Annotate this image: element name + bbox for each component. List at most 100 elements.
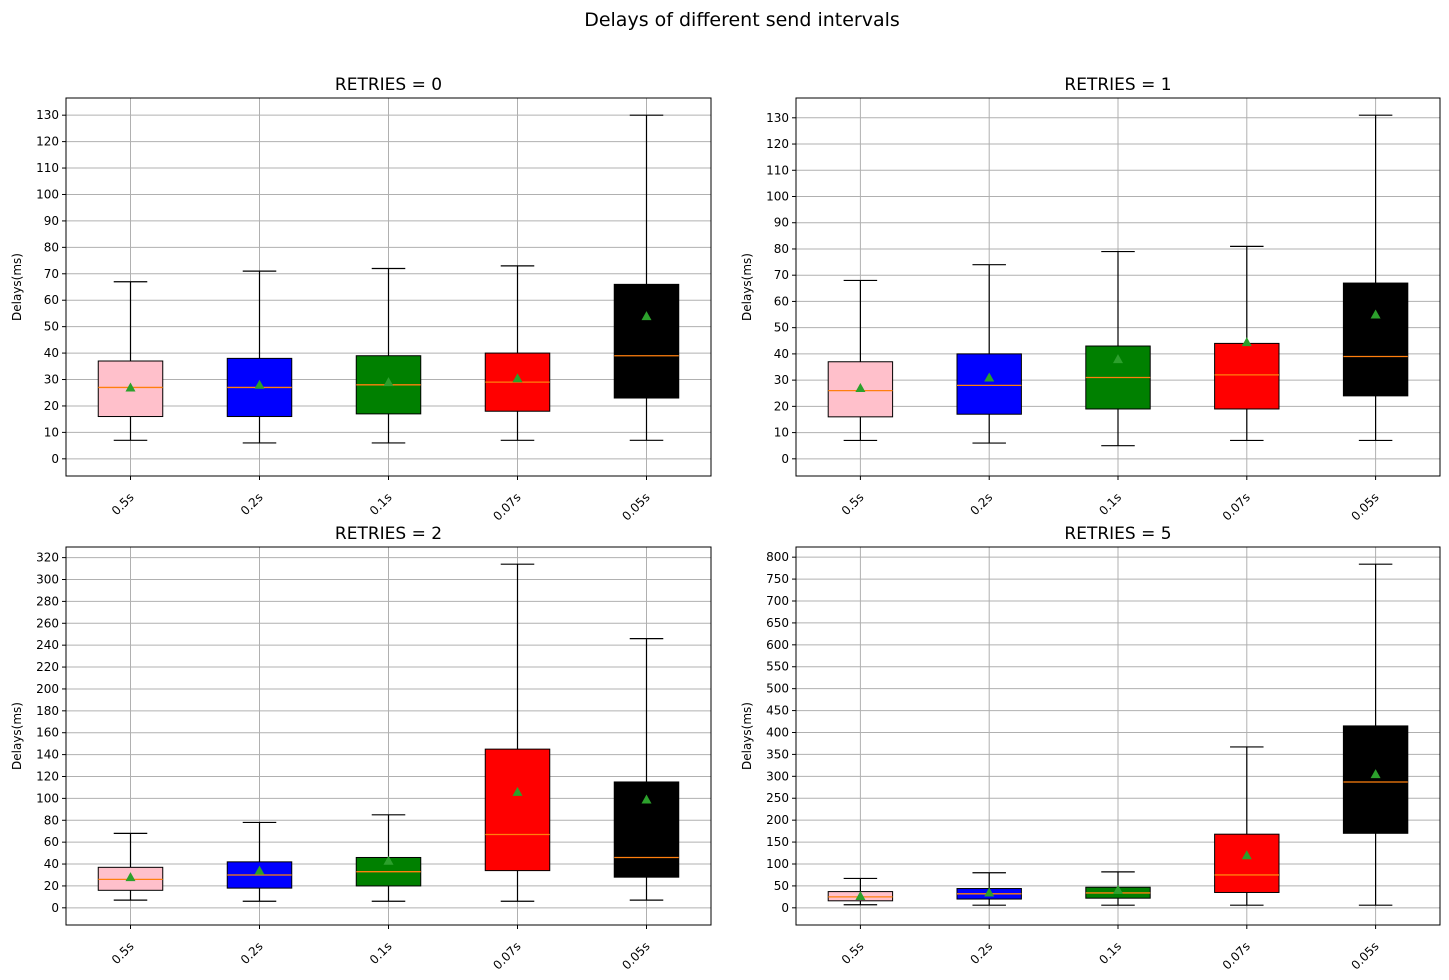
mean-marker xyxy=(1113,354,1123,364)
y-tick-label: 0 xyxy=(781,901,789,915)
y-axis-label: Delays(ms) xyxy=(10,253,24,321)
y-tick-label: 60 xyxy=(44,293,59,307)
y-tick-label: 120 xyxy=(766,137,789,151)
mean-marker xyxy=(1241,850,1252,860)
mean-marker xyxy=(855,890,866,900)
y-axis-label: Delays(ms) xyxy=(10,702,24,770)
y-tick-label: 40 xyxy=(44,346,59,360)
box-iqr xyxy=(484,748,551,872)
mean-marker xyxy=(984,372,995,382)
y-tick-label: 280 xyxy=(36,594,59,608)
y-tick-label: 150 xyxy=(766,835,789,849)
subplot-retries-2: 0 20 40 60 80 100 120 140 160 180 200 220 240 260 280 3… xyxy=(10,524,712,972)
y-tick-label: 30 xyxy=(44,373,59,387)
y-tick-label: 100 xyxy=(766,857,789,871)
y-tick-label: 110 xyxy=(36,161,59,175)
y-tick-label: 550 xyxy=(766,660,789,674)
y-tick-label: 110 xyxy=(766,163,789,177)
y-tick-label: 260 xyxy=(36,616,59,630)
y-tick-label: 240 xyxy=(36,638,59,652)
y-tick-label: 80 xyxy=(774,242,789,256)
mean-marker xyxy=(1241,337,1252,347)
mean-marker xyxy=(855,382,866,392)
y-tick-label: 0 xyxy=(51,901,59,915)
mean-marker xyxy=(383,855,394,865)
y-tick-label: 10 xyxy=(774,426,789,440)
subplot-title: RETRIES = 5 xyxy=(1064,524,1171,544)
y-tick-label: 450 xyxy=(766,704,789,718)
y-tick-label: 700 xyxy=(766,594,789,608)
mean-marker xyxy=(984,887,995,897)
y-tick-label: 90 xyxy=(44,214,59,228)
y-tick-label: 130 xyxy=(36,108,59,122)
mean-marker xyxy=(641,311,652,321)
y-tick-label: 100 xyxy=(766,190,789,204)
y-tick-label: 20 xyxy=(774,399,789,413)
y-tick-label: 0 xyxy=(781,452,789,466)
y-tick-label: 300 xyxy=(766,769,789,783)
y-tick-label: 650 xyxy=(766,616,789,630)
y-tick-label: 50 xyxy=(44,320,59,334)
subplot-title: RETRIES = 2 xyxy=(335,524,442,544)
mean-marker xyxy=(1370,309,1381,319)
y-tick-label: 20 xyxy=(44,399,59,413)
mean-marker xyxy=(1113,884,1123,894)
box-iqr xyxy=(1342,282,1409,397)
y-tick-label: 750 xyxy=(766,572,789,586)
y-tick-label: 350 xyxy=(766,747,789,761)
y-tick-label: 220 xyxy=(36,660,59,674)
y-tick-label: 130 xyxy=(766,111,789,125)
mean-marker xyxy=(641,794,652,804)
y-tick-label: 140 xyxy=(36,748,59,762)
mean-marker xyxy=(254,865,265,875)
y-tick-label: 80 xyxy=(44,240,59,254)
box-iqr xyxy=(1342,725,1409,834)
y-tick-label: 400 xyxy=(766,725,789,739)
figure-title: Delays of different send intervals xyxy=(584,9,900,31)
mean-marker xyxy=(125,382,136,392)
y-tick-label: 250 xyxy=(766,791,789,805)
y-tick-label: 80 xyxy=(44,813,59,827)
y-tick-label: 20 xyxy=(44,879,59,893)
y-tick-label: 10 xyxy=(44,425,59,439)
mean-marker xyxy=(383,377,394,387)
box-iqr xyxy=(613,283,680,399)
y-tick-label: 500 xyxy=(766,682,789,696)
y-tick-label: 90 xyxy=(774,216,789,230)
y-tick-label: 70 xyxy=(44,267,59,281)
y-tick-label: 120 xyxy=(36,769,59,783)
box-iqr xyxy=(956,353,1022,415)
y-tick-label: 60 xyxy=(774,294,789,308)
y-tick-label: 200 xyxy=(766,813,789,827)
box-iqr xyxy=(1214,342,1280,410)
mean-marker xyxy=(512,373,523,383)
box-iqr xyxy=(1214,833,1280,893)
y-tick-label: 200 xyxy=(36,682,59,696)
mean-marker xyxy=(1370,769,1381,779)
y-tick-label: 40 xyxy=(44,857,59,871)
y-tick-label: 40 xyxy=(774,347,789,361)
subplot-title: RETRIES = 1 xyxy=(1064,75,1171,95)
y-axis-label: Delays(ms) xyxy=(740,253,754,321)
y-tick-label: 60 xyxy=(44,835,59,849)
y-tick-label: 70 xyxy=(774,268,789,282)
y-tick-label: 30 xyxy=(774,373,789,387)
y-tick-label: 180 xyxy=(36,704,59,718)
y-tick-label: 600 xyxy=(766,638,789,652)
subplot-title: RETRIES = 0 xyxy=(335,75,442,95)
y-tick-label: 160 xyxy=(36,726,59,740)
mean-marker xyxy=(254,379,265,389)
y-tick-label: 300 xyxy=(36,573,59,587)
mean-marker xyxy=(512,786,523,796)
y-tick-label: 100 xyxy=(36,791,59,805)
y-tick-label: 800 xyxy=(766,550,789,564)
mean-marker xyxy=(125,872,136,882)
y-tick-label: 50 xyxy=(774,321,789,335)
y-tick-label: 120 xyxy=(36,135,59,149)
y-tick-label: 0 xyxy=(51,452,59,466)
y-tick-label: 320 xyxy=(36,551,59,565)
y-tick-label: 100 xyxy=(36,187,59,201)
